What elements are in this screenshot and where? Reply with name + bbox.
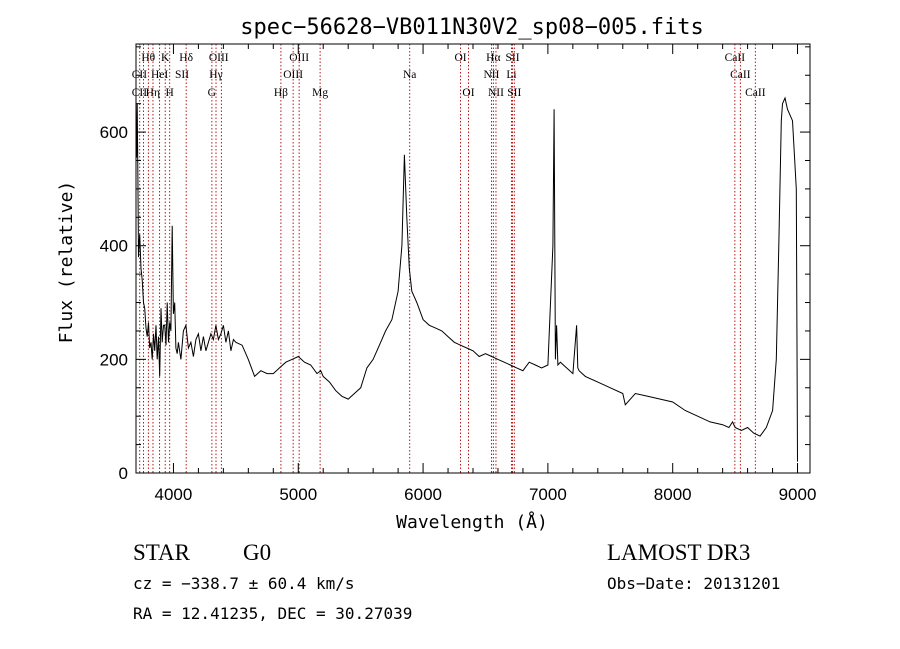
y-axis-label: Flux (relative) — [56, 181, 77, 344]
line-label-18: Hη — [146, 87, 160, 99]
object-class: STAR — [133, 540, 191, 565]
coordinates: RA = 12.41235, DEC = 30.27039 — [133, 604, 412, 623]
y-tick-label-200: 200 — [100, 350, 128, 369]
line-label-25: NII — [488, 87, 504, 99]
line-label-0: Hθ — [141, 52, 155, 64]
line-label-22: Mg — [312, 87, 328, 99]
line-label-23: Na — [403, 69, 416, 81]
redshift-readout: cz = −338.7 ± 60.4 km/s — [133, 574, 355, 593]
line-label-19: H — [166, 87, 174, 99]
line-label-13: OIII — [283, 69, 303, 81]
x-tick-label-8000: 8000 — [654, 485, 692, 504]
survey-label: LAMOST DR3 — [607, 540, 750, 565]
chart-title: spec−56628−VB011N30V2_sp08−005.fits — [240, 15, 704, 40]
y-tick-label-600: 600 — [100, 123, 128, 142]
line-label-24: OI — [462, 87, 474, 99]
line-label-12: Hγ — [209, 69, 222, 81]
axis-ticks — [136, 44, 810, 474]
line-label-20: G — [208, 87, 216, 99]
x-tick-label-7000: 7000 — [529, 485, 567, 504]
line-label-2: Hδ — [179, 52, 193, 64]
x-axis-label: Wavelength (Å) — [396, 511, 548, 533]
x-tick-label-4000: 4000 — [155, 485, 193, 504]
line-label-15: Li — [506, 69, 516, 81]
object-subclass: G0 — [243, 540, 271, 565]
x-tick-label-6000: 6000 — [404, 485, 442, 504]
line-label-7: SII — [506, 52, 520, 64]
line-label-6: Hα — [486, 52, 500, 64]
line-label-3: OIII — [209, 52, 229, 64]
plot-frame — [135, 43, 811, 474]
line-label-11: SII — [175, 69, 189, 81]
y-tick-label-400: 400 — [100, 237, 128, 256]
line-label-5: OI — [454, 52, 466, 64]
line-label-26: SII — [507, 87, 521, 99]
line-label-8: CaII — [725, 52, 746, 64]
x-tick-label-5000: 5000 — [279, 485, 317, 504]
y-tick-label-0: 0 — [119, 464, 128, 483]
x-tick-label-9000: 9000 — [779, 485, 817, 504]
axis-tick-labels: 4000 5000 6000 7000 8000 9000 0 200 400 600 — [100, 123, 817, 504]
line-label-21: Hβ — [274, 87, 288, 99]
obs-date: Obs−Date: 20131201 — [607, 574, 780, 593]
spectral-line-markers — [139, 44, 756, 473]
line-label-1: K — [161, 52, 170, 64]
line-label-4: OIII — [289, 52, 309, 64]
line-label-16: CaII — [730, 69, 751, 81]
line-label-14: NII — [483, 69, 499, 81]
spectrum-series-line — [136, 96, 798, 462]
line-label-10: HeI — [151, 69, 168, 81]
line-label-27: CaII — [745, 87, 766, 99]
